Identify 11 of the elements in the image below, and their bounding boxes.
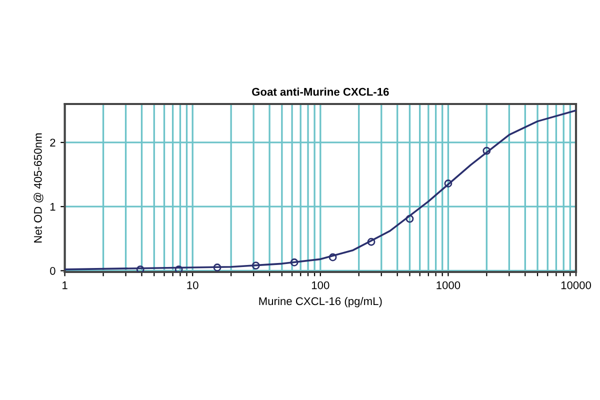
y-tick-label: 0 bbox=[50, 266, 56, 275]
x-axis-title: Murine CXCL-16 (pg/mL) bbox=[259, 296, 382, 308]
y-tick-label: 2 bbox=[50, 138, 56, 146]
y-axis-title: Net OD @ 405-650nm bbox=[34, 133, 44, 242]
y-tick-label: 1 bbox=[50, 202, 56, 211]
x-tick-label: 10000 bbox=[561, 281, 592, 290]
x-tick-label: 10 bbox=[187, 281, 198, 290]
x-tick-label: 100 bbox=[312, 281, 330, 290]
x-tick-label: 1000 bbox=[436, 281, 460, 290]
chart-title: Goat anti-Murine CXCL-16 bbox=[252, 88, 389, 96]
x-tick-label: 1 bbox=[62, 281, 68, 290]
